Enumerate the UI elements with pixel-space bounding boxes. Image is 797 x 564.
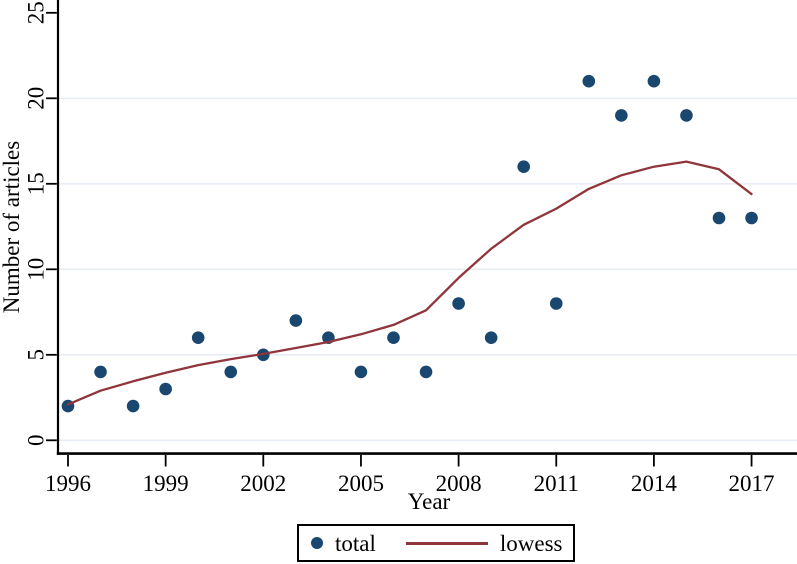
- x-tick-labels: 1996 1999 2002 2005 2008 2011 2014 2017: [45, 471, 775, 496]
- x-tick-label: 2011: [534, 471, 579, 496]
- legend-total-label: total: [335, 530, 376, 556]
- data-point: [452, 297, 465, 310]
- data-point: [615, 109, 628, 122]
- data-point: [549, 297, 563, 310]
- y-tick-label: 0: [24, 435, 49, 447]
- data-point: [712, 211, 726, 225]
- y-tick-label: 25: [24, 1, 49, 24]
- data-point: [126, 399, 140, 413]
- x-tick-label: 2002: [240, 471, 286, 496]
- data-point: [419, 365, 433, 379]
- x-tick-label: 1999: [143, 471, 189, 496]
- x-axis-title: Year: [408, 489, 451, 514]
- y-axis-title: Number of articles: [0, 141, 24, 313]
- data-point: [159, 382, 172, 396]
- data-point: [484, 331, 498, 345]
- data-point: [387, 331, 400, 345]
- y-tick-label: 15: [24, 172, 49, 195]
- data-point: [191, 331, 205, 345]
- data-point: [680, 109, 693, 122]
- lowess-line: [66, 160, 753, 406]
- gridlines: [58, 97, 797, 442]
- legend-lowess-marker-icon: [405, 541, 488, 545]
- data-point: [289, 314, 303, 327]
- data-point: [647, 74, 661, 88]
- x-tick-label: 2008: [436, 471, 482, 496]
- y-tick-label: 5: [24, 349, 49, 361]
- y-axis-ticks: [46, 11, 57, 442]
- data-point: [517, 160, 530, 173]
- x-tick-label: 2017: [729, 471, 775, 496]
- data-point: [224, 365, 238, 379]
- data-point: [354, 365, 368, 379]
- legend-total-marker-icon: [311, 537, 323, 549]
- y-tick-label: 10: [24, 258, 49, 281]
- y-tick-label: 20: [24, 87, 49, 110]
- x-tick-label: 2014: [631, 471, 678, 496]
- data-point: [94, 365, 107, 379]
- data-point: [745, 211, 758, 225]
- legend: total lowess: [297, 524, 575, 562]
- x-tick-label: 1996: [45, 471, 91, 496]
- x-axis-ticks: [67, 455, 753, 467]
- data-point: [582, 74, 596, 88]
- x-tick-label: 2005: [338, 471, 384, 496]
- legend-lowess-label: lowess: [499, 530, 563, 556]
- y-tick-labels: 0 5 10 15 20 25: [24, 1, 49, 446]
- scatter-points: [61, 74, 758, 413]
